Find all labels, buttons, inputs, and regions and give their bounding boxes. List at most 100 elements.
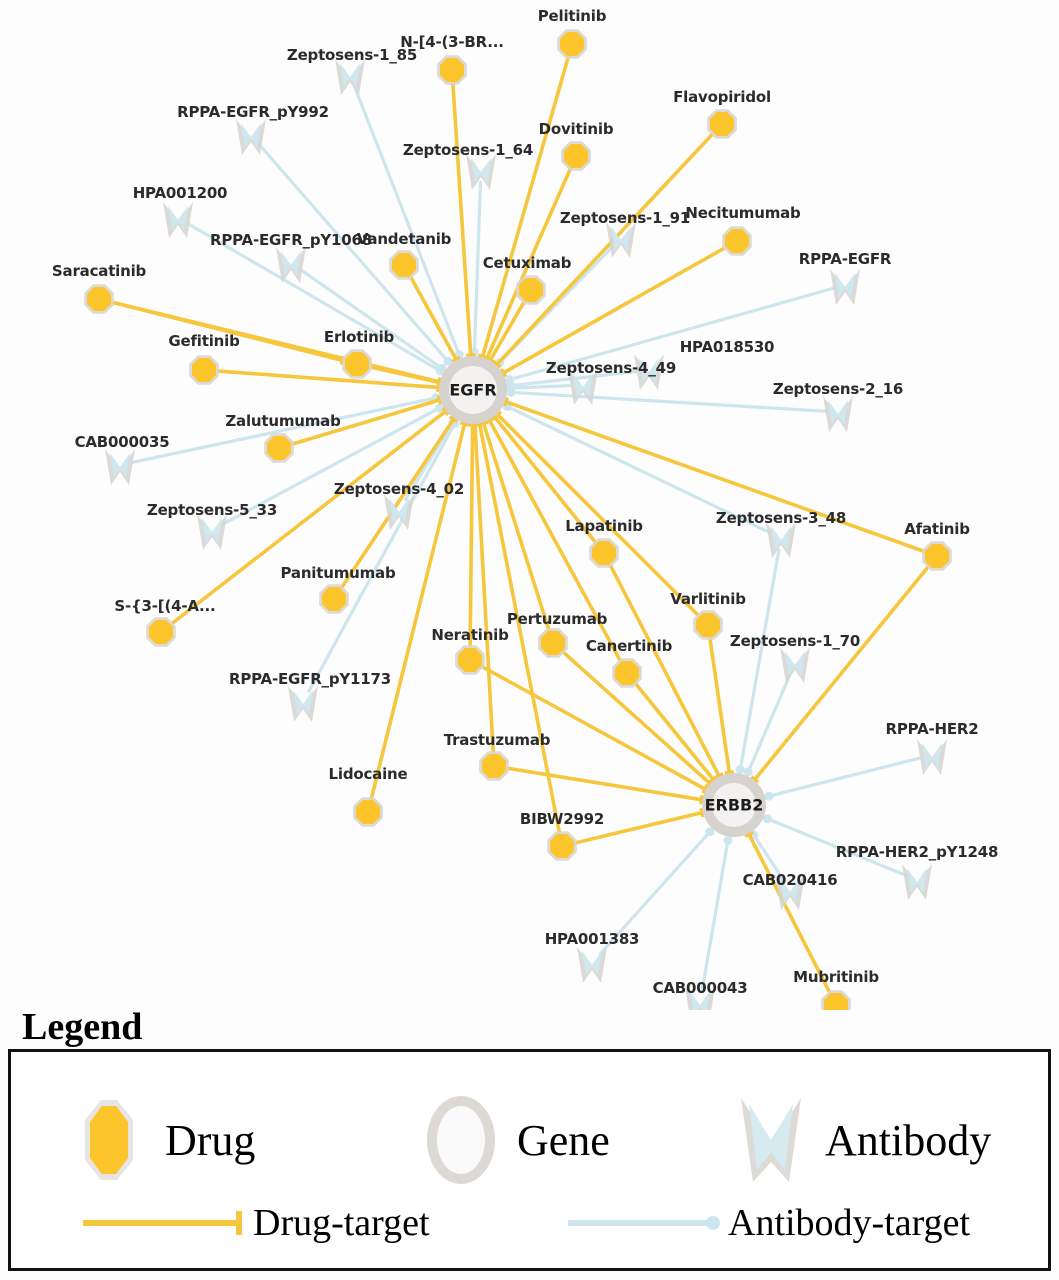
drug-node[interactable]: [264, 433, 294, 463]
legend-item-drug-target: Drug-target: [81, 1204, 430, 1242]
drug-target-edge: [505, 400, 928, 554]
drug-node[interactable]: [557, 29, 587, 59]
drug-edge-terminator: [724, 770, 734, 775]
antibody-node[interactable]: [163, 202, 193, 238]
antibody-node[interactable]: [197, 514, 227, 550]
drug-node[interactable]: [922, 541, 952, 571]
gene-node-label: EGFR: [449, 380, 497, 400]
legend-label-antibody: Antibody: [825, 1116, 992, 1165]
antibody-node[interactable]: [568, 369, 598, 405]
drug-target-edge: [450, 80, 473, 356]
drug-edge-terminator: [699, 795, 704, 805]
drug-node[interactable]: [722, 226, 752, 256]
drug-edge-terminator: [701, 784, 709, 794]
antibody-edge-endpoint: [764, 791, 774, 801]
antibody-edge-endpoint: [443, 356, 453, 366]
drug-node-label: N-[4-(3-BR...: [400, 33, 504, 51]
drug-node[interactable]: [516, 275, 546, 305]
drug-node[interactable]: [589, 538, 619, 568]
drug-node[interactable]: [353, 797, 383, 827]
edge-layer: [109, 54, 932, 997]
antibody-node[interactable]: [466, 154, 496, 190]
drug-target-edge: [632, 680, 715, 781]
drug-node[interactable]: [693, 610, 723, 640]
antibody-node[interactable]: [236, 119, 266, 155]
antibody-node[interactable]: [384, 494, 414, 530]
drug-node-label: Panitumumab: [280, 564, 396, 582]
drug-node[interactable]: [84, 284, 114, 314]
drug-node[interactable]: [437, 55, 467, 85]
drug-node[interactable]: [612, 658, 642, 688]
drug-edge-terminator: [750, 775, 760, 784]
antibody-node[interactable]: [288, 686, 318, 722]
antibody-node[interactable]: [276, 247, 306, 283]
antibody-target-edge: [510, 390, 828, 413]
antibody-node-label: Zeptosens-1_91: [559, 209, 691, 227]
drug-node[interactable]: [479, 751, 509, 781]
antibody-node[interactable]: [902, 864, 932, 900]
drug-node[interactable]: [455, 645, 485, 675]
drug-node[interactable]: [389, 250, 419, 280]
drug-node-label: Lidocaine: [328, 765, 408, 783]
antibody-node[interactable]: [766, 522, 796, 558]
antibody-node[interactable]: [780, 647, 810, 683]
drug-target-edge: [481, 422, 552, 634]
antibody-edge-endpoint: [454, 350, 464, 360]
antibody-node[interactable]: [105, 449, 135, 485]
antibody-target-edge: [510, 383, 573, 390]
antibody-target-edge: [746, 672, 793, 773]
antibody-edge-icon: [568, 1216, 720, 1230]
drug-target-edge: [607, 561, 721, 777]
drug-target-edge: [367, 364, 440, 385]
antibody-edge-endpoint: [735, 765, 745, 775]
drug-node-label: Lapatinib: [565, 517, 643, 535]
antibody-node-label: CAB000035: [74, 433, 170, 451]
drug-node[interactable]: [319, 584, 349, 614]
antibody-target-edge: [186, 222, 441, 373]
antibody-target-edge: [306, 422, 457, 694]
drug-node-label: Neratinib: [431, 626, 509, 644]
antibody-node[interactable]: [830, 269, 860, 305]
antibody-node-label: Zeptosens-4_49: [545, 359, 677, 377]
gene-node[interactable]: [702, 773, 766, 837]
drug-node-label: Gefitinib: [168, 332, 240, 350]
antibody-node-label: Zeptosens-1_85: [286, 46, 418, 64]
antibody-node[interactable]: [577, 947, 607, 983]
antibody-node-label: RPPA-EGFR: [798, 250, 892, 268]
antibody-node[interactable]: [606, 222, 636, 258]
drug-node-label: Pertuzumab: [506, 610, 608, 628]
drug-node[interactable]: [561, 141, 591, 171]
antibody-node[interactable]: [685, 987, 715, 1010]
drug-node-label: Pelitinib: [537, 7, 607, 25]
antibody-edge-endpoint: [762, 814, 772, 824]
antibody-node-label: Zeptosens-5_33: [146, 501, 278, 519]
drug-edge-terminator: [485, 417, 495, 425]
drug-node[interactable]: [342, 349, 372, 379]
gene-node-label: ERBB2: [704, 795, 764, 815]
antibody-node-label: Zeptosens-3_48: [715, 509, 847, 527]
drug-target-edge: [496, 413, 702, 619]
gene-node[interactable]: [439, 356, 507, 424]
antibody-node-label: Zeptosens-1_70: [729, 632, 861, 650]
drug-node[interactable]: [547, 831, 577, 861]
antibody-node[interactable]: [823, 396, 853, 432]
antibody-node[interactable]: [634, 354, 664, 390]
antibody-node[interactable]: [775, 874, 805, 910]
antibody-node[interactable]: [917, 739, 947, 775]
drug-edge-terminator: [448, 415, 459, 423]
antibody-node-label: RPPA-HER2_pY1248: [835, 843, 999, 861]
drug-node[interactable]: [707, 109, 737, 139]
drug-target-edge: [289, 398, 440, 447]
drug-node-label: Zalutumumab: [225, 412, 341, 430]
antibody-edge-endpoint: [506, 387, 516, 397]
antibody-node[interactable]: [335, 59, 365, 95]
drug-node-label: S-{3-[(4-A...: [114, 597, 216, 615]
drug-node[interactable]: [189, 355, 219, 385]
network-graph: Zeptosens-1_85 RPPA-EGFR_pY992 Zeptosens-1…: [52, 7, 999, 1010]
drug-target-edge: [488, 419, 624, 665]
drug-node[interactable]: [821, 990, 851, 1010]
drug-node[interactable]: [146, 617, 176, 647]
drug-node[interactable]: [538, 628, 568, 658]
drug-node-label: Trastuzumab: [443, 731, 551, 749]
